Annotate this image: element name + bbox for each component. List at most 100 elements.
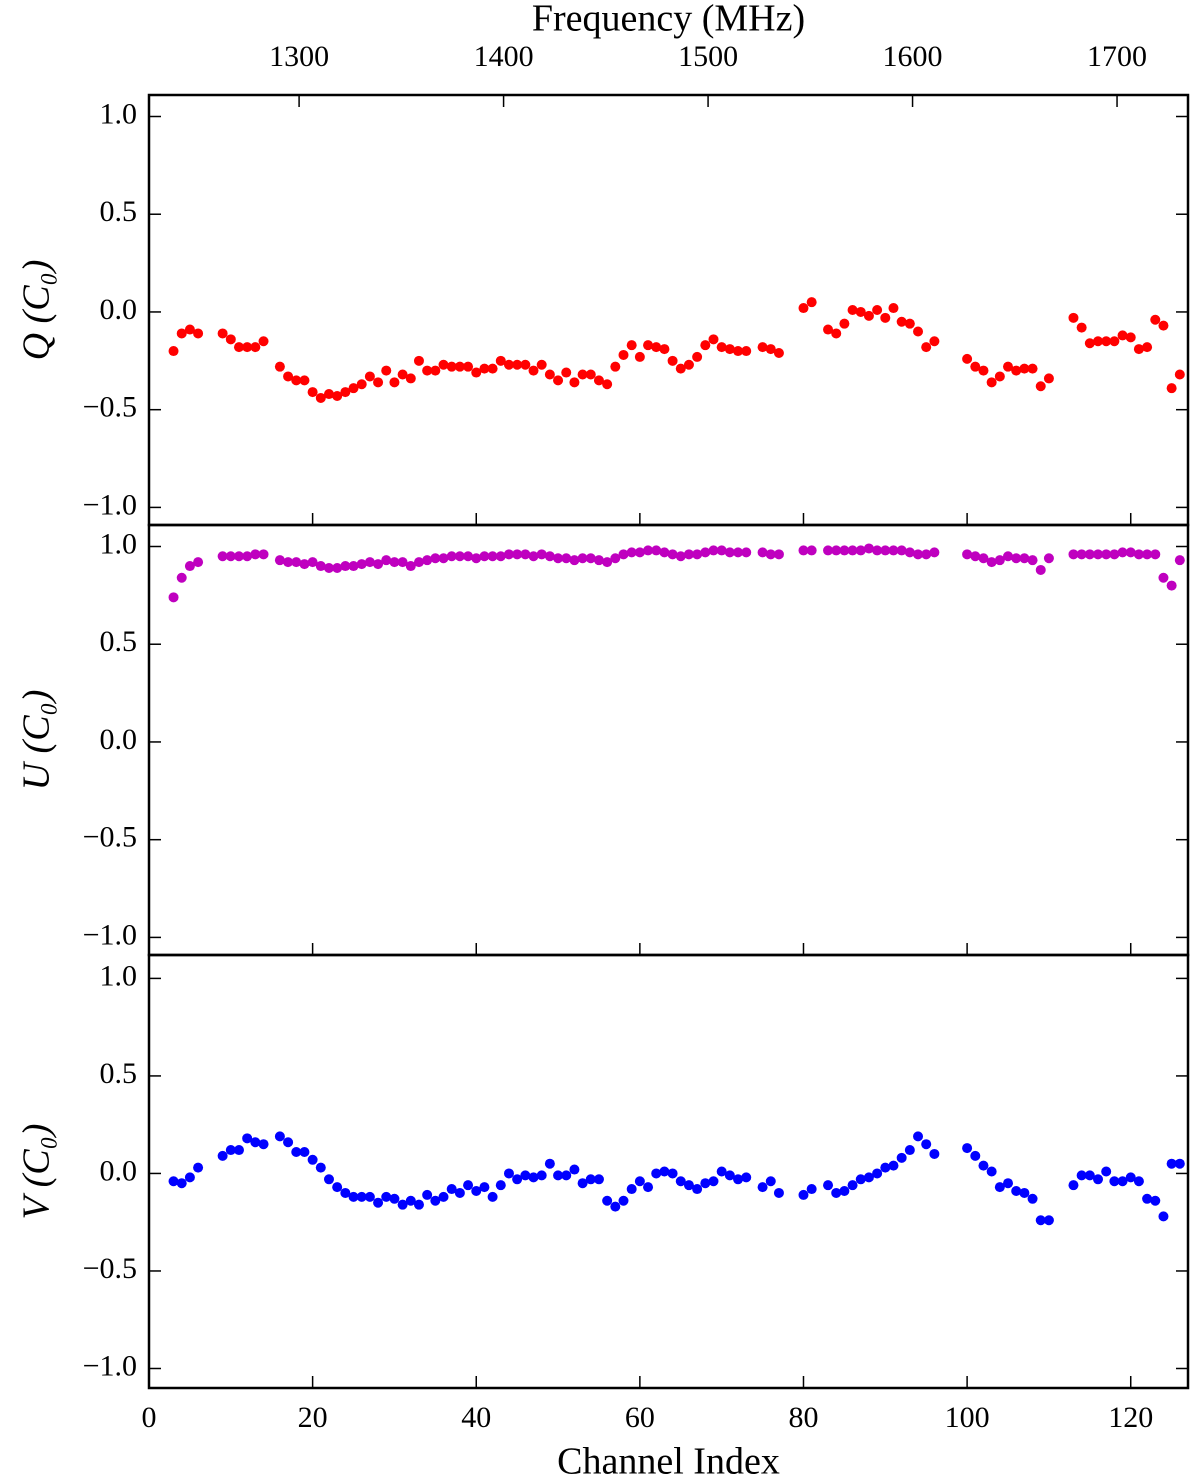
data-point [700, 547, 711, 558]
data-point [1133, 1176, 1144, 1187]
data-point [847, 305, 858, 315]
x-axis-label: Channel Index [557, 1441, 780, 1482]
data-point [626, 547, 637, 558]
data-point [585, 1174, 596, 1185]
data-point [217, 551, 228, 562]
data-point [716, 1166, 727, 1177]
data-point [250, 549, 261, 560]
data-point [397, 369, 408, 380]
data-point [994, 555, 1005, 566]
data-point [692, 1184, 703, 1195]
data-point [520, 1170, 531, 1181]
data-point [274, 555, 285, 566]
data-point [332, 1182, 343, 1193]
data-point [1093, 549, 1104, 560]
data-point [1093, 1174, 1104, 1185]
data-point [364, 371, 375, 382]
y-tick-label: −1.0 [83, 1349, 137, 1382]
data-point [569, 1164, 580, 1175]
data-point [806, 297, 817, 308]
data-point [602, 1195, 613, 1206]
data-point [479, 363, 490, 374]
data-point [872, 1168, 883, 1179]
data-point [1027, 1193, 1038, 1204]
data-point [340, 561, 351, 572]
data-point [1158, 320, 1169, 331]
data-point [463, 1180, 474, 1191]
data-point [1084, 338, 1095, 349]
data-point [332, 391, 343, 401]
data-point [364, 1191, 375, 1202]
data-point [823, 545, 834, 556]
data-point [872, 305, 883, 315]
data-point [225, 551, 236, 562]
y-axis-label: Q (C₀) [16, 260, 58, 361]
data-point [430, 365, 441, 376]
data-point [373, 377, 384, 388]
data-point [855, 545, 866, 556]
data-point [855, 306, 866, 317]
data-point [487, 1191, 498, 1202]
data-point [602, 379, 613, 390]
data-point [708, 545, 719, 556]
data-point [904, 1145, 915, 1156]
data-point [397, 1199, 408, 1210]
data-point [1076, 549, 1087, 560]
data-point [479, 1182, 490, 1193]
data-point [176, 328, 187, 339]
data-point [823, 1180, 834, 1191]
data-point [348, 1191, 359, 1202]
data-point [438, 553, 449, 564]
y-tick-label: −1.0 [83, 918, 137, 951]
y-tick-label: −0.5 [83, 821, 137, 854]
data-point [659, 344, 670, 355]
data-point [1117, 547, 1128, 558]
y-tick-label: −0.5 [83, 391, 137, 424]
data-point [463, 551, 474, 562]
data-point [544, 369, 555, 380]
x-tick-label: 120 [1108, 1401, 1153, 1434]
data-point [528, 365, 539, 376]
data-point [577, 369, 588, 380]
data-point [806, 545, 817, 556]
data-point [422, 1189, 433, 1200]
data-point [741, 547, 752, 558]
data-point [823, 324, 834, 335]
data-point [1003, 551, 1014, 562]
data-point [593, 555, 604, 566]
data-point [626, 1184, 637, 1195]
data-point [1117, 1176, 1128, 1187]
data-point [733, 547, 744, 558]
data-point [225, 334, 236, 345]
data-point [250, 1137, 261, 1148]
data-point [978, 365, 989, 376]
data-point [299, 1146, 310, 1157]
data-point [618, 549, 629, 560]
plot-frame [147, 93, 1190, 527]
data-point [675, 551, 686, 562]
data-point [1011, 1186, 1022, 1197]
data-point [831, 328, 842, 339]
data-point [1019, 553, 1030, 564]
data-point [168, 1176, 179, 1187]
data-point [667, 549, 678, 560]
data-point [692, 351, 703, 362]
data-point [1019, 363, 1030, 374]
data-point [692, 549, 703, 560]
data-point [1125, 547, 1136, 558]
data-point [986, 557, 997, 568]
data-point [274, 361, 285, 372]
data-point [896, 1152, 907, 1163]
data-point [1101, 1166, 1112, 1177]
y-axis-label: V (C₀) [16, 1124, 58, 1220]
data-point [643, 1182, 654, 1193]
data-point [536, 1170, 547, 1181]
data-point [389, 557, 400, 568]
x-tick-label: 20 [298, 1401, 328, 1434]
data-point [356, 1191, 367, 1202]
data-point [610, 553, 621, 564]
data-point [659, 1166, 670, 1177]
data-point [405, 561, 416, 572]
data-point [1068, 549, 1079, 560]
